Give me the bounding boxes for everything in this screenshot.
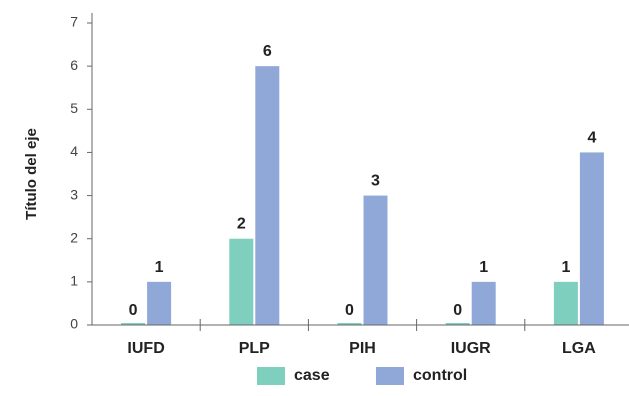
bar-control [147,281,172,325]
bar-case [121,323,146,325]
legend-swatch-control [376,367,404,385]
y-tick-label: 3 [70,186,78,202]
x-axis: IUFD PLP PIH IUGR LGA [92,319,629,357]
x-tick-label: PLP [239,340,270,357]
y-tick-label: 0 [70,316,78,332]
y-tick-label: 7 [70,14,78,30]
x-tick-label: LGA [562,340,596,357]
data-label: 1 [479,259,488,276]
y-tick-label: 1 [70,273,78,289]
legend-label-control: control [413,367,467,384]
bar-control [255,66,280,326]
data-label: 0 [129,302,138,319]
data-label: 1 [561,259,570,276]
data-label: 6 [263,43,272,60]
y-axis-title: Título del eje [23,128,40,220]
data-label: 1 [155,259,164,276]
data-label: 3 [371,173,380,190]
y-axis: 0 1 2 3 4 5 6 7 [70,13,93,332]
bar-case [553,281,578,325]
bar-case [337,323,362,325]
bar-control [363,195,388,325]
data-label: 0 [453,302,462,319]
data-label: 0 [345,302,354,319]
x-tick-label: PIH [349,340,376,357]
bar-control [471,281,496,325]
legend-swatch-case [257,367,285,385]
legend: case control [257,367,467,385]
data-label: 4 [587,129,596,146]
y-tick-label: 6 [70,57,78,73]
y-tick-label: 2 [70,229,78,245]
legend-label-case: case [294,367,330,384]
y-tick-label: 4 [70,143,78,159]
x-tick-label: IUGR [451,340,491,357]
bar-case [445,323,470,325]
bar-case [229,238,254,325]
bar-control [579,152,604,325]
x-tick-label: IUFD [127,340,164,357]
y-tick-label: 5 [70,100,78,116]
data-label: 2 [237,216,246,233]
